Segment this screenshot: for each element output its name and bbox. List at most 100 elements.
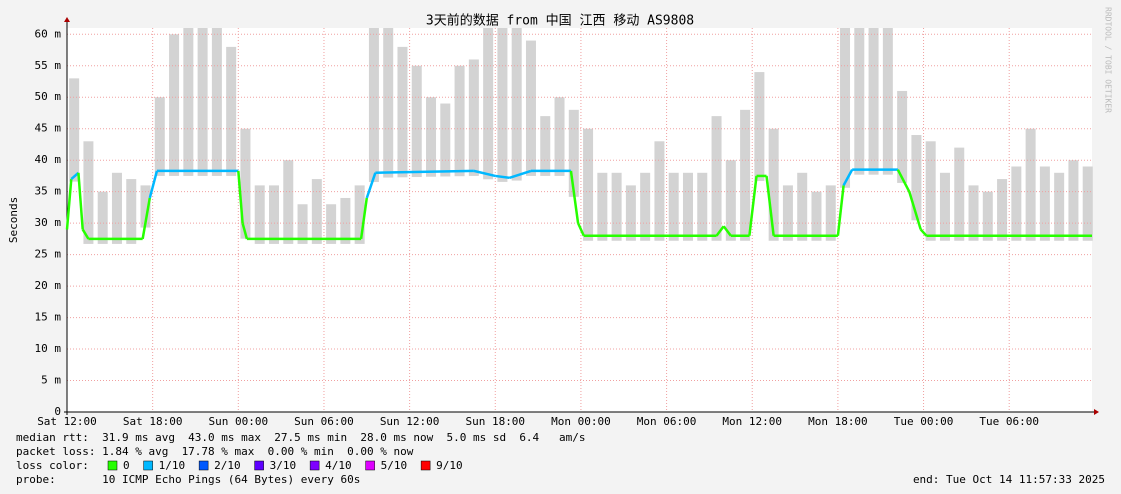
smoke-bar	[1011, 166, 1022, 241]
y-tick-label: 60 m	[35, 27, 62, 40]
smoke-bar	[725, 160, 736, 241]
loss-swatch	[420, 460, 431, 471]
median-segment	[842, 169, 854, 186]
loss-swatch	[365, 460, 375, 471]
axis-arrow	[1094, 409, 1099, 415]
median-segment	[65, 178, 73, 230]
loss-label: 1/10	[159, 459, 186, 472]
loss-label: 0	[123, 459, 130, 472]
smoke-bar	[840, 28, 851, 188]
y-tick-label: 25 m	[35, 248, 62, 261]
x-tick-label: Mon 12:00	[722, 415, 782, 428]
smoke-bar	[982, 191, 993, 241]
median-segment	[237, 170, 244, 224]
x-tick-label: Sat 18:00	[123, 415, 183, 428]
side-label: RRDTOOL / TOBI OETIKER	[1104, 7, 1113, 113]
smoke-bar	[240, 128, 251, 239]
smoke-bar	[811, 191, 822, 241]
y-tick-label: 15 m	[35, 311, 62, 324]
x-tick-label: Sun 12:00	[380, 415, 440, 428]
smoke-bar	[654, 141, 665, 241]
smoke-bar	[83, 141, 94, 244]
median-segment	[748, 175, 758, 236]
y-tick-label: 0	[54, 405, 61, 418]
median-segment	[495, 174, 510, 180]
smoke-bar	[640, 172, 651, 241]
smoke-bar	[483, 28, 494, 180]
median-segment	[715, 225, 725, 237]
smoke-bar	[397, 46, 408, 178]
smoke-bar	[368, 28, 379, 183]
smoke-bar	[540, 116, 551, 176]
smoke-bar	[1082, 166, 1093, 241]
y-tick-label: 35 m	[35, 185, 62, 198]
loss-swatch	[143, 460, 153, 471]
x-tick-label: Sun 18:00	[465, 415, 525, 428]
smoke-bar	[954, 147, 965, 241]
end-time: end: Tue Oct 14 11:57:33 2025	[913, 473, 1105, 486]
smoke-bar	[440, 103, 451, 177]
median-rtt: median rtt: 31.9 ms avg 43.0 ms max 27.5…	[16, 431, 586, 444]
smoke-bar	[711, 116, 722, 241]
smoke-bar	[169, 34, 180, 176]
y-tick-label: 30 m	[35, 216, 62, 229]
smoke-bar	[897, 90, 908, 183]
median-segment	[765, 175, 775, 236]
smoke-bar	[525, 40, 536, 176]
smoke-bar	[154, 97, 165, 176]
smoke-bar	[854, 28, 865, 175]
smoke-bar	[797, 172, 808, 241]
loss-label: 5/10	[381, 459, 408, 472]
smoke-bar	[925, 141, 936, 241]
loss-label: 3/10	[270, 459, 297, 472]
loss-color-label: loss color:	[16, 459, 89, 472]
smoke-bar	[283, 160, 294, 244]
median-segment	[365, 172, 377, 199]
packet-loss: packet loss: 1.84 % avg 17.78 % max 0.00…	[16, 445, 414, 458]
loss-swatch	[107, 460, 118, 471]
chart-title: 3天前的数据 from 中国 江西 移动 AS9808	[426, 13, 694, 29]
smoke-bar	[1054, 172, 1065, 241]
smoke-bar	[454, 65, 465, 177]
smoke-bar	[668, 172, 679, 241]
median-segment	[359, 197, 369, 240]
smoke-bar	[597, 172, 608, 241]
smoke-bar	[611, 172, 622, 241]
smoke-bar	[183, 28, 194, 176]
median-segment	[836, 185, 845, 236]
loss-label: 4/10	[325, 459, 352, 472]
median-segment	[148, 170, 159, 199]
smoke-bar	[939, 172, 950, 241]
loss-swatch	[309, 460, 320, 471]
y-tick-label: 5 m	[41, 374, 61, 387]
smoke-bar	[126, 179, 137, 244]
median-segment	[473, 169, 496, 178]
smoke-bar	[426, 97, 437, 177]
smoke-bar	[997, 179, 1008, 241]
median-segment	[569, 170, 580, 224]
smoke-bar	[554, 97, 565, 176]
x-tick-label: Mon 06:00	[637, 415, 697, 428]
y-tick-label: 10 m	[35, 342, 62, 355]
smoke-bar	[211, 28, 222, 176]
x-tick-label: Sun 00:00	[209, 415, 269, 428]
smoke-bar	[740, 109, 751, 241]
y-tick-label: 40 m	[35, 153, 62, 166]
loss-swatch	[254, 460, 264, 471]
smoke-bar	[468, 59, 479, 176]
smoke-bar	[682, 172, 693, 241]
smoke-bar	[625, 185, 636, 241]
smoke-bar	[911, 135, 922, 221]
median-segment	[81, 228, 90, 240]
smoke-bar	[825, 185, 836, 241]
median-segment	[576, 222, 585, 237]
median-segment	[896, 169, 911, 193]
smoke-bar	[882, 28, 893, 175]
median-segment	[70, 171, 80, 181]
smoke-bar	[311, 179, 322, 244]
y-axis-label: Seconds	[7, 197, 20, 243]
smoke-bar	[140, 185, 151, 228]
smoke-bar	[511, 28, 522, 181]
smoke-bar	[768, 128, 779, 241]
smoke-bar	[583, 128, 594, 241]
